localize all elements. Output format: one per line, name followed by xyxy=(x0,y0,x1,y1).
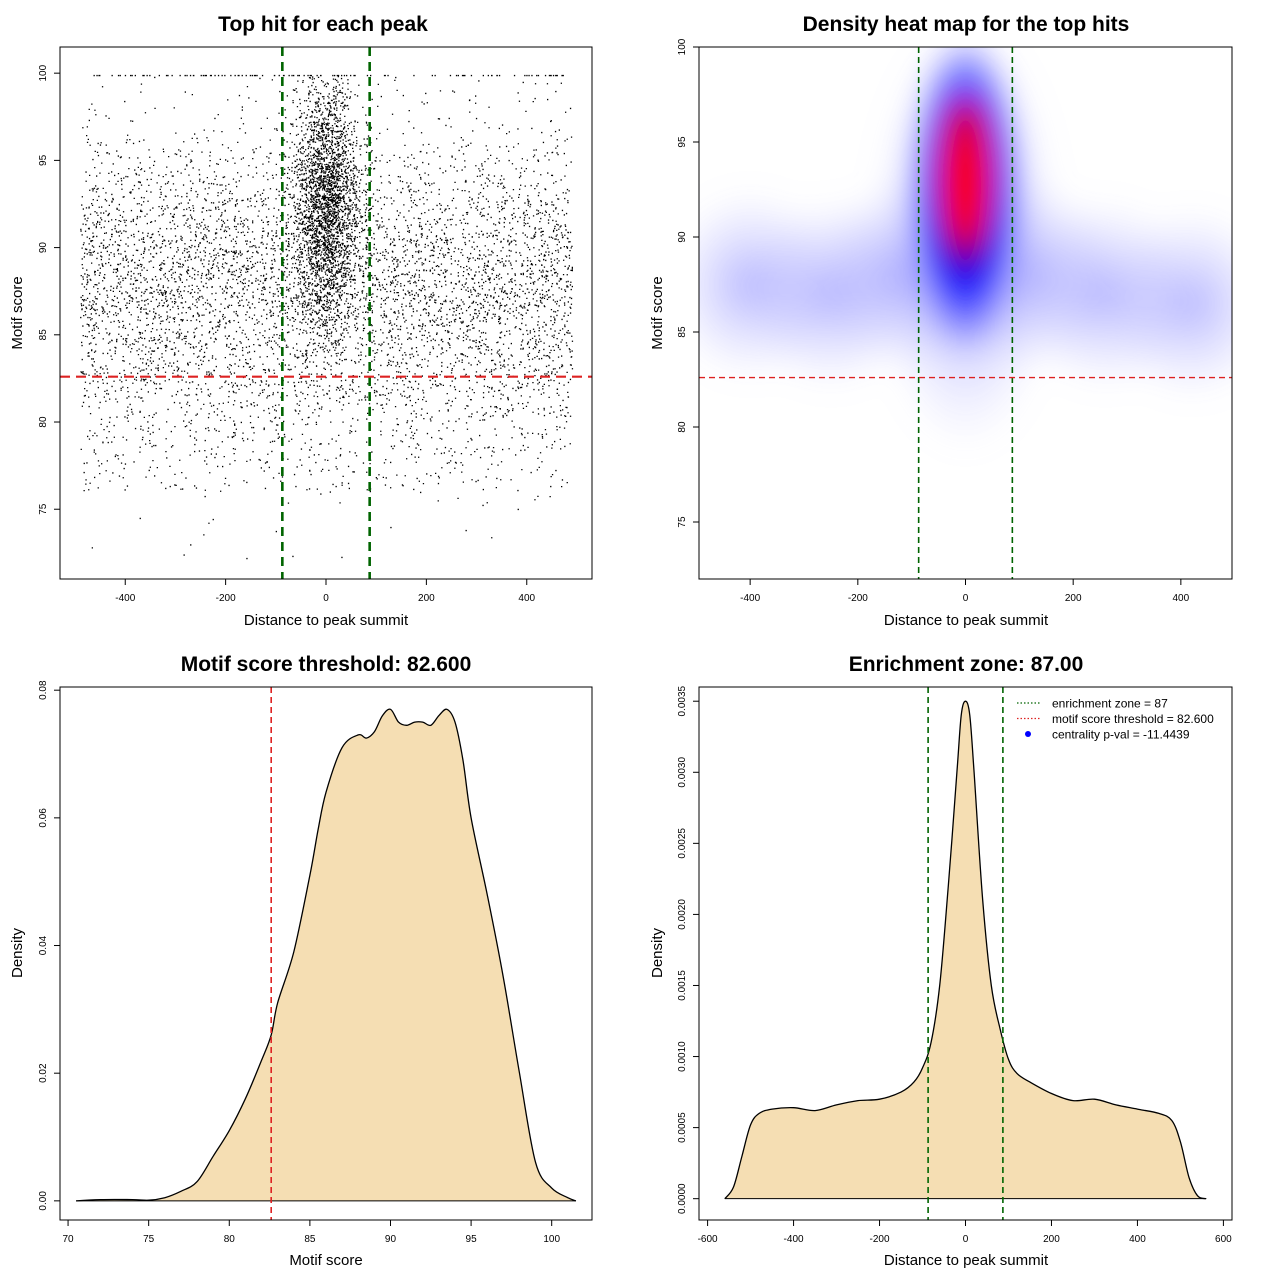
density-fill xyxy=(76,709,576,1201)
x-tick-label: -400 xyxy=(784,1234,804,1245)
enrichment-x-label: Distance to peak summit xyxy=(884,1252,1049,1269)
scatter-x-label: Distance to peak summit xyxy=(244,612,409,629)
y-tick-label: 85 xyxy=(677,326,688,338)
x-tick-label: -200 xyxy=(870,1234,890,1245)
motif-density-panel: Motif score threshold: 82.600 70 75 80 85 90… xyxy=(9,653,593,1269)
x-tick-label: 0 xyxy=(963,593,969,604)
x-tick-label: 85 xyxy=(304,1234,316,1245)
legend-point-symbol xyxy=(1025,731,1031,737)
scatter-point-cloud xyxy=(80,74,574,560)
density-curve xyxy=(724,700,1207,1200)
motif-density-area xyxy=(76,708,577,1202)
scatter-reference-lines xyxy=(60,47,592,579)
y-tick-label: 0.0020 xyxy=(677,899,688,930)
enrichment-title: Enrichment zone: 87.00 xyxy=(849,653,1084,676)
x-tick-label: 600 xyxy=(1215,1234,1232,1245)
x-tick-label: -200 xyxy=(848,593,868,604)
heatmap-reference-lines xyxy=(699,47,1232,579)
density-fill xyxy=(724,701,1207,1199)
heatmap-y-label: Motif score xyxy=(649,276,666,349)
y-tick-label: 0.06 xyxy=(38,808,49,828)
y-tick-label: 95 xyxy=(38,154,49,166)
y-tick-label: 80 xyxy=(38,416,49,428)
y-tick-label: 0.00 xyxy=(38,1191,49,1211)
legend-entry-label: centrality p-val = -11.4439 xyxy=(1052,728,1190,742)
y-tick-label: 0.0035 xyxy=(677,685,688,716)
y-tick-label: 100 xyxy=(677,38,688,55)
scatter-points xyxy=(80,74,574,560)
density-side-band xyxy=(1106,208,1232,399)
y-tick-label: 100 xyxy=(38,64,49,81)
density-curve xyxy=(76,708,577,1202)
scatter-panel: Top hit for each peak -400 -200 0 200 400 75… xyxy=(9,13,593,629)
y-tick-label: 75 xyxy=(38,503,49,515)
y-tick-label: 0.0025 xyxy=(677,828,688,859)
motif-density-y-ticks: 0.00 0.02 0.04 0.06 0.08 xyxy=(38,680,60,1211)
y-tick-label: 0.08 xyxy=(38,680,49,700)
heatmap-density xyxy=(699,47,1232,452)
x-tick-label: -400 xyxy=(740,593,760,604)
enrichment-panel: Enrichment zone: 87.00 -600 -400 -200 0 200 4… xyxy=(649,653,1233,1269)
legend-entry-label: motif score threshold = 82.600 xyxy=(1052,712,1214,726)
x-tick-label: 90 xyxy=(385,1234,397,1245)
heatmap-panel: Density heat map for the top hits -400 -2… xyxy=(649,13,1233,629)
scatter-x-ticks: -400 -200 0 200 400 xyxy=(115,579,536,604)
x-tick-label: 70 xyxy=(62,1234,74,1245)
x-tick-label: 95 xyxy=(466,1234,478,1245)
x-tick-label: 400 xyxy=(1173,593,1190,604)
heatmap-title: Density heat map for the top hits xyxy=(803,13,1130,36)
x-tick-label: 75 xyxy=(143,1234,155,1245)
legend-entry-label: enrichment zone = 87 xyxy=(1052,697,1168,711)
x-tick-label: 0 xyxy=(323,593,329,604)
x-tick-label: 0 xyxy=(963,1234,969,1245)
motif-density-title: Motif score threshold: 82.600 xyxy=(181,653,472,676)
motif-density-x-ticks: 70 75 80 85 90 95 100 xyxy=(62,1220,560,1245)
x-tick-label: 400 xyxy=(518,593,535,604)
x-tick-label: 200 xyxy=(418,593,435,604)
x-tick-label: 400 xyxy=(1129,1234,1146,1245)
y-tick-label: 0.0000 xyxy=(677,1183,688,1214)
y-tick-label: 0.0010 xyxy=(677,1041,688,1072)
scatter-y-label: Motif score xyxy=(9,276,26,349)
y-tick-label: 90 xyxy=(677,231,688,243)
enrichment-zone-lines xyxy=(927,687,1004,1220)
y-tick-label: 0.0015 xyxy=(677,970,688,1001)
density-peak xyxy=(939,98,992,243)
motif-density-y-label: Density xyxy=(9,927,26,978)
y-tick-label: 0.04 xyxy=(38,935,49,955)
y-tick-label: 0.0005 xyxy=(677,1112,688,1143)
x-tick-label: -400 xyxy=(115,593,135,604)
motif-density-plot-frame xyxy=(59,686,593,1221)
y-tick-label: 0.02 xyxy=(38,1063,49,1083)
x-tick-label: 200 xyxy=(1043,1234,1060,1245)
enrichment-density-area xyxy=(724,700,1207,1200)
scatter-title: Top hit for each peak xyxy=(218,13,428,36)
y-tick-label: 90 xyxy=(38,242,49,254)
x-tick-label: -600 xyxy=(698,1234,718,1245)
heatmap-blur-layer xyxy=(699,47,1232,452)
y-tick-label: 95 xyxy=(677,136,688,148)
heatmap-x-ticks: -400 -200 0 200 400 xyxy=(740,579,1190,604)
enrichment-x-ticks: -600 -400 -200 0 200 400 600 xyxy=(698,1220,1232,1245)
heatmap-y-ticks: 75 80 85 90 95 100 xyxy=(677,38,699,528)
x-tick-label: 200 xyxy=(1065,593,1082,604)
motif-density-x-label: Motif score xyxy=(289,1252,362,1269)
y-tick-label: 0.0030 xyxy=(677,757,688,788)
y-tick-label: 80 xyxy=(677,421,688,433)
enrichment-y-label: Density xyxy=(649,927,666,978)
x-tick-label: -200 xyxy=(216,593,236,604)
x-tick-label: 80 xyxy=(224,1234,236,1245)
enrichment-y-ticks: 0.0000 0.0005 0.0010 0.0015 0.0020 0.0025 0.00… xyxy=(677,685,699,1214)
y-tick-label: 85 xyxy=(38,329,49,341)
x-tick-label: 100 xyxy=(543,1234,560,1245)
scatter-y-ticks: 75 80 85 90 95 100 xyxy=(38,64,60,515)
y-tick-label: 75 xyxy=(677,516,688,528)
heatmap-x-label: Distance to peak summit xyxy=(884,612,1049,629)
